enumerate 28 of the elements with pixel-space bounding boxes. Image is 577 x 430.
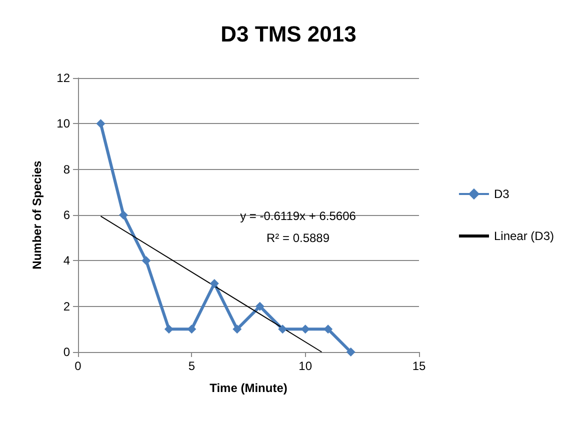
y-tick-label: 2 (63, 299, 70, 314)
y-tick-label: 12 (56, 71, 70, 85)
y-axis-title: Number of Species (30, 160, 44, 270)
annotation: y = -0.6119x + 6.5606 (240, 209, 356, 223)
x-tick-label: 0 (74, 359, 82, 373)
point (210, 279, 219, 288)
legend-label: Linear (D3) (494, 229, 554, 243)
y-tick-label: 8 (63, 162, 70, 176)
point (164, 324, 174, 334)
point (324, 324, 333, 334)
y-tick-label: 10 (56, 116, 70, 131)
point (278, 324, 288, 334)
point (118, 210, 128, 220)
point (346, 348, 356, 356)
x-axis-title: Time (Minute) (210, 381, 288, 395)
legend-label: D3 (494, 187, 510, 201)
annotation: R² = 0.5889 (266, 231, 330, 245)
x-tick-label: 10 (298, 359, 312, 373)
x-tick-label: 5 (188, 359, 196, 373)
point (96, 119, 106, 128)
point (255, 302, 264, 311)
chart-title: D3 TMS 2013 (220, 22, 356, 46)
y-tick-label: 6 (63, 208, 70, 222)
point (232, 324, 242, 334)
y-tick-label: 0 (63, 345, 70, 359)
point (142, 256, 151, 266)
x-tick-label: 15 (412, 359, 426, 373)
y-tick-label: 4 (63, 254, 70, 268)
